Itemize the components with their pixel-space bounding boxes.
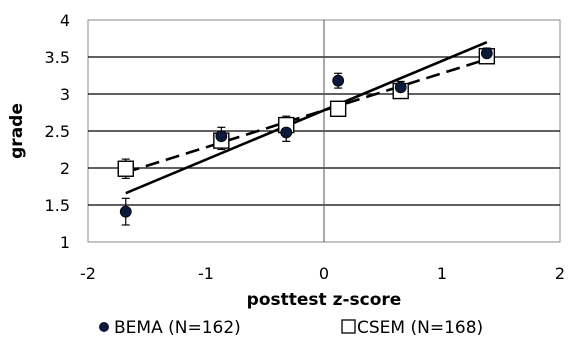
y-axis-title: grade (7, 103, 27, 159)
data-point-bema (394, 81, 407, 94)
y-tick-labels: 1 1.5 2 2.5 3 3.5 4 (45, 11, 70, 252)
data-point-bema (480, 47, 493, 60)
x-tick-labels: -2 -1 0 1 2 (80, 264, 565, 283)
legend-marker-csem (341, 319, 356, 334)
data-point-bema (215, 130, 228, 143)
y-tick-label: 3 (60, 85, 70, 104)
legend-marker-bema (99, 322, 109, 332)
trendlines (125, 41, 488, 195)
y-tick-label: 1 (60, 233, 70, 252)
y-tick-label: 2.5 (45, 122, 70, 141)
x-tick-label: -1 (198, 264, 214, 283)
legend: BEMA (N=162) CSEM (N=168) (99, 318, 483, 338)
x-tick-label: -2 (80, 264, 96, 283)
legend-label-csem: CSEM (N=168) (357, 318, 483, 338)
y-tick-label: 3.5 (45, 48, 70, 67)
data-point-bema (119, 205, 132, 218)
x-tick-label: 0 (319, 264, 329, 283)
x-tick-label: 1 (437, 264, 447, 283)
x-axis-title: posttest z-score (247, 290, 402, 310)
trendline-0 (125, 41, 488, 195)
data-point-csem (329, 100, 347, 118)
x-tick-label: 2 (555, 264, 565, 283)
data-point-bema (280, 126, 293, 139)
legend-label-bema: BEMA (N=162) (114, 318, 241, 338)
data-point-bema (332, 74, 345, 87)
y-tick-label: 4 (60, 11, 70, 30)
y-tick-label: 2 (60, 159, 70, 178)
trendline-1 (125, 57, 488, 174)
data-markers (117, 47, 496, 218)
data-point-csem (117, 160, 134, 177)
y-tick-label: 1.5 (45, 196, 70, 215)
